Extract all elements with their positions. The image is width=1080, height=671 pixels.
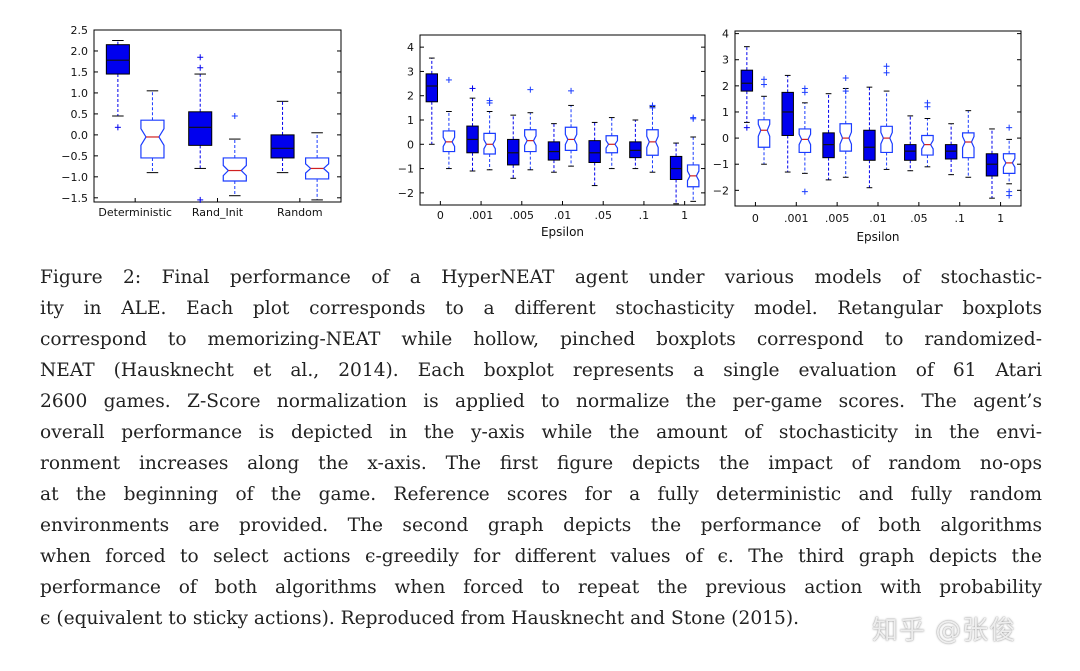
caption-line: ϵ (equivalent to sticky actions). Reprod… bbox=[40, 608, 799, 629]
box-memorizing bbox=[944, 144, 958, 160]
y-tick-label: 0 bbox=[407, 138, 414, 151]
caption-line: when forced to select actions ϵ-greedily… bbox=[40, 546, 1042, 567]
y-tick-label: 3 bbox=[407, 65, 414, 78]
box-randomized bbox=[442, 130, 456, 153]
box-randomized bbox=[646, 129, 659, 156]
x-tick-label: Rand_Init bbox=[192, 206, 244, 219]
box-memorizing bbox=[188, 111, 213, 146]
x-axis-title: Epsilon bbox=[541, 225, 584, 239]
watermark: 知乎 @张俊 bbox=[872, 616, 1017, 646]
y-tick-label: 1 bbox=[722, 106, 729, 119]
box-randomized bbox=[921, 134, 934, 156]
caption-line: Figure 2: Final performance of a HyperNE… bbox=[40, 267, 1042, 288]
box-memorizing bbox=[781, 91, 794, 136]
caption-line: correspond to memorizing-NEAT while holl… bbox=[40, 329, 1042, 350]
figure-row: 2.5 2.0 1.5 1.0 0.5 0.0 −0.5 −1.0 −1.5 Determinis… bbox=[0, 0, 1080, 250]
x-tick-label: .01 bbox=[554, 209, 572, 222]
y-tick-label: −1.0 bbox=[61, 171, 88, 184]
box-randomized bbox=[564, 126, 578, 151]
y-tick-label: 2.0 bbox=[71, 45, 89, 58]
box-randomized bbox=[140, 119, 165, 159]
y-tick-label: 2.5 bbox=[71, 24, 89, 37]
caption-line: performance of both algorithms when forc… bbox=[40, 577, 1042, 598]
box-memorizing bbox=[425, 73, 439, 103]
chart-rand-init: 2.5 2.0 1.5 1.0 0.5 0.0 −0.5 −1.0 −1.5 Determinis… bbox=[61, 24, 1022, 244]
y-tick-label: −1.5 bbox=[61, 192, 88, 205]
x-tick-label: 1 bbox=[997, 212, 1004, 225]
plot-frame bbox=[419, 34, 706, 206]
caption-line: overall performance is depicted in the y… bbox=[40, 422, 1042, 443]
caption-line: at the beginning of the game. Reference … bbox=[40, 484, 1042, 505]
box-memorizing bbox=[740, 69, 754, 92]
box-memorizing bbox=[588, 140, 601, 163]
x-axis-title: Epsilon bbox=[856, 230, 899, 244]
y-tick-label: 0.0 bbox=[71, 129, 89, 142]
y-tick-label: 0 bbox=[722, 132, 729, 145]
y-tick-label: 4 bbox=[407, 41, 414, 54]
y-tick-label: 1.0 bbox=[71, 87, 89, 100]
box-memorizing bbox=[270, 134, 295, 159]
caption-line: ity in ALE. Each plot corresponds to a d… bbox=[40, 298, 1042, 319]
caption-line: environments are provided. The second gr… bbox=[40, 515, 1042, 536]
y-tick-label: 2 bbox=[407, 90, 414, 103]
x-tick-label: .1 bbox=[639, 209, 650, 222]
x-tick-label: Random bbox=[277, 206, 323, 219]
x-tick-label: .05 bbox=[594, 209, 612, 222]
box-randomized bbox=[839, 123, 853, 152]
caption-line: 2600 games. Z-Score normalization is app… bbox=[40, 391, 1042, 412]
x-tick-label: Deterministic bbox=[98, 206, 172, 219]
y-tick-label: 3 bbox=[722, 54, 729, 67]
box-randomized bbox=[1002, 153, 1016, 174]
box-memorizing bbox=[547, 141, 561, 161]
x-tick-label: .001 bbox=[469, 209, 494, 222]
box-randomized bbox=[961, 132, 975, 159]
y-tick-label: −1 bbox=[713, 158, 729, 171]
box-memorizing bbox=[904, 144, 917, 161]
caption-line: ronment increases along the x-axis. The … bbox=[40, 453, 1042, 474]
box-memorizing bbox=[822, 132, 835, 159]
box-randomized bbox=[757, 119, 771, 148]
plot-frame bbox=[734, 30, 1022, 207]
x-tick-label: 0 bbox=[437, 209, 444, 222]
box-memorizing bbox=[507, 138, 520, 166]
x-tick-label: .01 bbox=[869, 212, 887, 225]
y-tick-label: −2 bbox=[398, 187, 414, 200]
box-memorizing bbox=[669, 155, 683, 181]
y-tick-label: −2 bbox=[713, 184, 729, 197]
x-tick-label: .1 bbox=[954, 212, 965, 225]
y-tick-label: 1.5 bbox=[71, 66, 89, 79]
box-memorizing bbox=[105, 44, 130, 75]
y-tick-label: 4 bbox=[722, 28, 729, 41]
y-tick-label: 0.5 bbox=[71, 108, 89, 121]
x-tick-label: .05 bbox=[910, 212, 928, 225]
box-randomized bbox=[798, 128, 812, 154]
y-tick-label: −0.5 bbox=[61, 150, 88, 163]
caption-line: NEAT (Hausknecht et al., 2014). Each box… bbox=[40, 360, 1042, 381]
x-tick-label: 0 bbox=[752, 212, 759, 225]
figure-caption: Figure 2: Final performance of a HyperNE… bbox=[40, 262, 1042, 634]
y-tick-label: 2 bbox=[722, 80, 729, 93]
box-randomized bbox=[483, 132, 496, 155]
box-memorizing bbox=[629, 141, 642, 159]
x-tick-label: .005 bbox=[510, 209, 535, 222]
box-randomized bbox=[222, 157, 247, 182]
box-memorizing bbox=[985, 153, 999, 177]
box-memorizing bbox=[863, 129, 876, 161]
x-tick-label: 1 bbox=[681, 209, 688, 222]
box-randomized bbox=[880, 125, 893, 154]
x-tick-label: .005 bbox=[825, 212, 850, 225]
y-tick-label: 1 bbox=[407, 114, 414, 127]
y-tick-label: −1 bbox=[398, 163, 414, 176]
plot-frame bbox=[93, 29, 342, 203]
x-tick-label: .001 bbox=[784, 212, 809, 225]
